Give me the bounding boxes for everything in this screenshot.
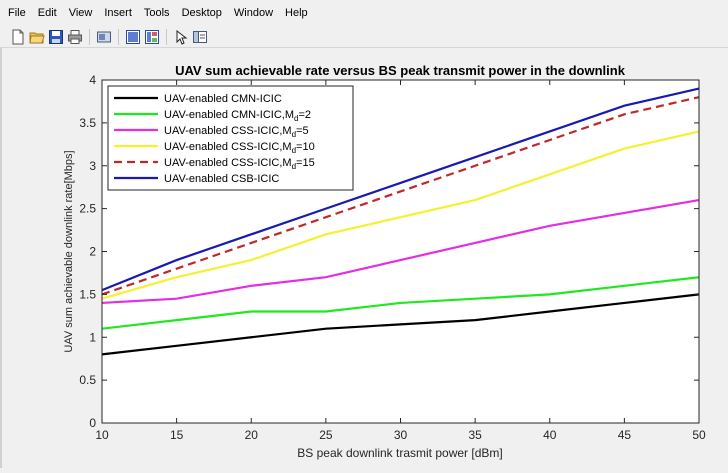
x-tick-label: 35 xyxy=(468,428,482,442)
x-tick-label: 25 xyxy=(319,428,333,442)
y-axis-label: UAV sum achievable downlink rate[Mbps] xyxy=(63,150,75,352)
legend-entry: UAV-enabled CSS-ICIC,Md=5 xyxy=(164,125,309,139)
menu-edit[interactable]: Edit xyxy=(37,7,57,19)
legend-entry: UAV-enabled CMN-ICIC xyxy=(164,93,282,105)
line-chart: 10 15 20 25 30 35 40 45 50 0 0.5 1 1.5 2 2.5 3 3.5 4 UAV… xyxy=(63,63,706,460)
series-line-6 xyxy=(101,87,700,292)
figure-toolbar xyxy=(0,26,728,48)
series-line-2 xyxy=(101,276,700,330)
menu-desktop[interactable]: Desktop xyxy=(181,7,222,19)
series-line-3 xyxy=(101,198,700,305)
y-tick-label: 1 xyxy=(89,330,96,344)
legend-entry-name: UAV-enabled CSB-ICIC xyxy=(164,173,279,185)
show-plot-tools-icon[interactable] xyxy=(144,29,160,45)
open-file-icon[interactable] xyxy=(29,29,45,45)
x-axis-label: BS peak downlink trasmit power [dBm] xyxy=(297,446,502,460)
legend-entry-subscript: d xyxy=(292,130,296,139)
legend-entry-name: UAV-enabled CSS-ICIC,M xyxy=(164,141,292,153)
y-tick-label: 1.5 xyxy=(79,287,96,301)
print-icon[interactable] xyxy=(67,29,83,45)
legend-entry-name: UAV-enabled CMN-ICIC,M xyxy=(164,109,294,121)
legend-entry: UAV-enabled CSS-ICIC,Md=15 xyxy=(164,157,315,171)
legend-entry-suffix: =15 xyxy=(296,157,315,169)
legend-entry-suffix: =5 xyxy=(296,125,309,137)
legend-entry: UAV-enabled CMN-ICIC,Md=2 xyxy=(164,109,311,123)
x-tick-label: 30 xyxy=(394,428,408,442)
legend-entry: UAV-enabled CSS-ICIC,Md=10 xyxy=(164,141,315,155)
legend-box xyxy=(107,85,354,191)
x-tick-label: 40 xyxy=(543,428,557,442)
legend-entry-suffix: =2 xyxy=(298,109,311,121)
toolbar-separator xyxy=(166,28,167,45)
hide-plot-tools-icon[interactable] xyxy=(125,29,141,45)
legend-entry-suffix: =10 xyxy=(296,141,315,153)
x-tick-label: 10 xyxy=(95,428,109,442)
y-tick-label: 0 xyxy=(89,416,96,430)
toolbar-separator xyxy=(118,28,119,45)
figure-canvas: 10 15 20 25 30 35 40 45 50 0 0.5 1 1.5 2 2.5 3 3.5 4 UAV… xyxy=(0,48,728,468)
legend-entry: UAV-enabled CSB-ICIC xyxy=(164,173,279,185)
series-line-5 xyxy=(101,96,700,296)
legend-entry-subscript: d xyxy=(294,114,298,123)
x-tick-label: 45 xyxy=(618,428,632,442)
legend-entry-name: UAV-enabled CMN-ICIC xyxy=(164,93,282,105)
menu-window[interactable]: Window xyxy=(233,7,274,19)
legend: UAV-enabled CMN-ICIC UAV-enabled CMN-ICIC… xyxy=(107,85,354,191)
menu-file[interactable]: File xyxy=(8,7,26,19)
x-tick-label: 20 xyxy=(245,428,259,442)
series-line-1 xyxy=(101,293,700,356)
legend-entry-name: UAV-enabled CSS-ICIC,M xyxy=(164,125,292,137)
y-tick-label: 0.5 xyxy=(79,373,96,387)
menu-bar: File Edit View Insert Tools Desktop Wind… xyxy=(0,0,728,26)
y-tick-label: 2.5 xyxy=(79,202,96,216)
property-inspector-icon[interactable] xyxy=(192,29,208,45)
legend-entry-subscript: d xyxy=(292,146,296,155)
save-icon[interactable] xyxy=(48,29,64,45)
series-line-4 xyxy=(101,130,700,300)
menu-tools[interactable]: Tools xyxy=(143,7,170,19)
x-tick-label: 50 xyxy=(692,428,706,442)
y-tick-label: 4 xyxy=(89,73,96,87)
toolbar-separator xyxy=(89,28,90,45)
edit-plot-arrow-icon[interactable] xyxy=(173,29,189,45)
y-tick-label: 3.5 xyxy=(79,116,96,130)
legend-entry-name: UAV-enabled CSS-ICIC,M xyxy=(164,157,292,169)
legend-entry-subscript: d xyxy=(292,162,296,171)
y-tick-label: 3 xyxy=(89,159,96,173)
link-plot-icon[interactable] xyxy=(96,29,112,45)
new-figure-icon[interactable] xyxy=(10,29,26,45)
window-edge xyxy=(0,48,2,468)
menu-insert[interactable]: Insert xyxy=(104,7,132,19)
x-tick-label: 15 xyxy=(170,428,184,442)
menu-help[interactable]: Help xyxy=(285,7,308,19)
y-tick-label: 2 xyxy=(89,245,96,259)
chart-title: UAV sum achievable rate versus BS peak t… xyxy=(175,63,626,78)
menu-view[interactable]: View xyxy=(68,7,93,19)
